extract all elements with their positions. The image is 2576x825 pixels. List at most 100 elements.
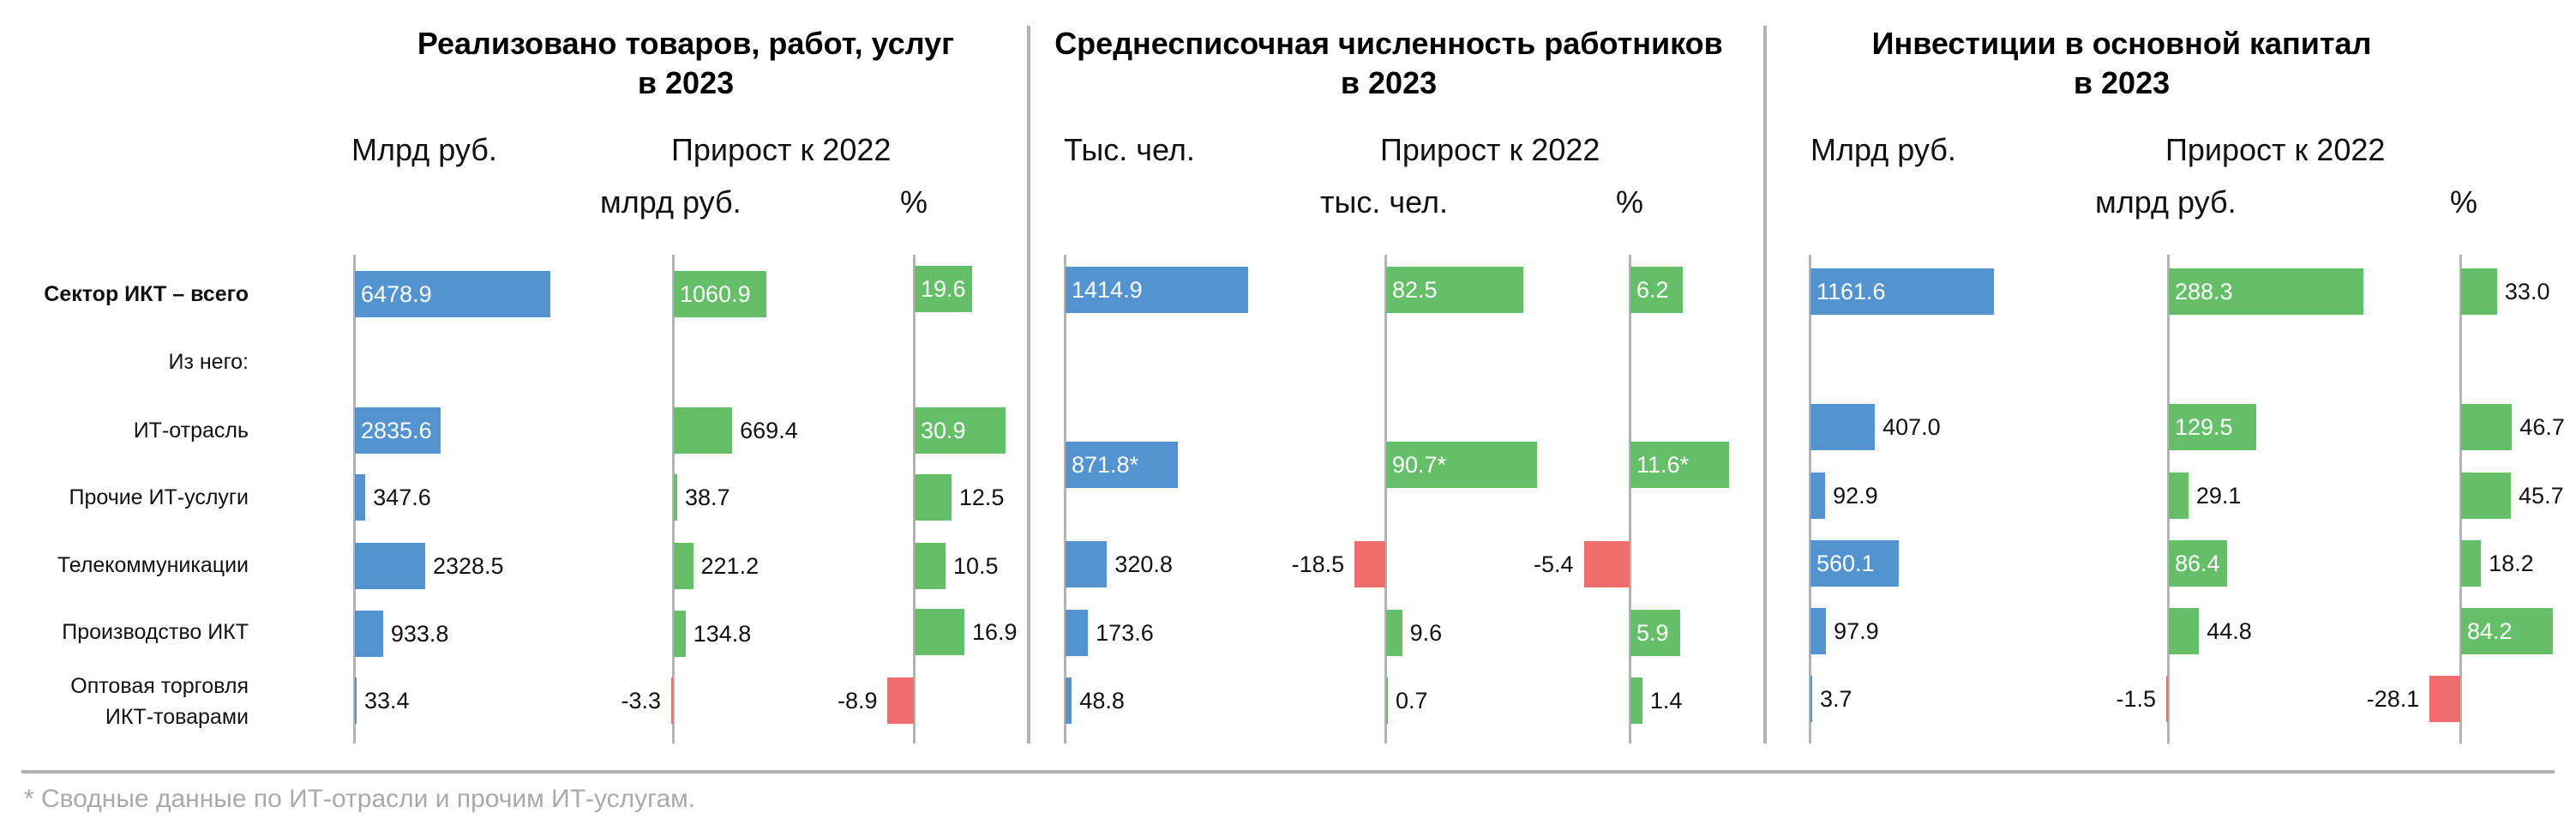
bar-growth: [915, 609, 964, 655]
bar-level: [1066, 442, 1179, 488]
panel-1-unit-level: Млрд руб.: [351, 132, 497, 167]
row-label-ict-wholesale: Оптовая торговля ИКТ-товарами: [70, 671, 249, 732]
bar-value-label: 347.6: [373, 485, 431, 510]
bar-value-label: -18.5: [1291, 551, 1345, 577]
panel-2-title: Среднесписочная численность работников в…: [1024, 24, 1753, 103]
bar-value-label: 82.5: [1392, 277, 1438, 303]
bar-growth: [2461, 540, 2482, 587]
bar-growth: [674, 407, 733, 454]
panel-3-title: Инвестиции в основной капитал в 2023: [1843, 24, 2400, 103]
bar-value-label: 29.1: [2195, 483, 2242, 509]
panel-divider-2: [1763, 26, 1767, 744]
axis-line: [2459, 255, 2462, 744]
bar-level: [355, 543, 425, 589]
bar-growth: [2169, 540, 2227, 587]
panel-2-unit-growth-pct: %: [1616, 184, 1644, 220]
bar-value-label: 129.5: [2175, 414, 2233, 440]
bar-growth: [2461, 608, 2553, 654]
bar-negative: [1583, 541, 1630, 587]
bar-value-label: 320.8: [1114, 551, 1173, 577]
bar-growth: [674, 611, 686, 657]
bar-value-label: 10.5: [953, 553, 999, 579]
axis-line: [913, 255, 916, 744]
bar-value-label: 19.6: [921, 276, 966, 302]
axis-line: [353, 255, 356, 744]
bar-value-label: 871.8*: [1072, 452, 1139, 478]
axis-line: [672, 255, 675, 744]
bar-growth: [2169, 608, 2200, 654]
bar-value-label: 30.9: [921, 418, 966, 443]
bar-growth: [915, 543, 946, 589]
bar-value-label: 6478.9: [361, 281, 432, 307]
bar-growth: [1630, 610, 1681, 656]
bar-value-label: 134.8: [693, 621, 752, 647]
bar-level: [1066, 677, 1072, 724]
panel-3-unit-growth-abs: млрд руб.: [2095, 184, 2237, 220]
bar-value-label: 16.9: [971, 619, 1018, 645]
bar-growth: [1386, 442, 1537, 488]
bar-value-label: 560.1: [1816, 551, 1875, 576]
bar-value-label: 0.7: [1396, 688, 1428, 714]
bar-value-label: 38.7: [684, 485, 730, 510]
bar-growth: [1630, 677, 1642, 724]
bar-growth: [1386, 610, 1402, 656]
bar-growth: [2461, 268, 2497, 315]
bar-growth: [674, 474, 677, 521]
bar-level: [355, 474, 366, 521]
bar-value-label: 9.6: [1409, 620, 1443, 646]
bar-value-label: 1.4: [1649, 688, 1683, 714]
bar-level: [1066, 541, 1108, 587]
panel-1-unit-growth-abs: млрд руб.: [600, 184, 742, 220]
panel-2-growth-header: Прирост к 2022: [1380, 132, 1600, 167]
axis-line: [1629, 255, 1631, 744]
panel-3-unit-growth-pct: %: [2450, 184, 2478, 220]
bar-value-label: 6.2: [1636, 277, 1669, 303]
row-label-it-industry: ИТ-отрасль: [133, 419, 249, 443]
bar-growth: [2169, 268, 2363, 315]
bar-negative: [887, 677, 914, 724]
bar-value-label: 48.8: [1079, 688, 1125, 714]
footnote: * Сводные данные по ИТ-отрасли и прочим …: [24, 785, 696, 813]
bar-level: [1066, 267, 1249, 313]
bar-growth: [915, 474, 952, 521]
bar-negative: [671, 677, 673, 724]
bar-value-label: 45.7: [2519, 483, 2564, 509]
bar-value-label: 33.0: [2504, 279, 2550, 304]
bar-growth: [915, 407, 1006, 454]
bar-level: [355, 611, 383, 657]
axis-line: [1384, 255, 1387, 744]
panel-2-title-line2: в 2023: [1340, 65, 1438, 100]
bar-growth: [1630, 442, 1729, 488]
row-label-ict-total: Сектор ИКТ – всего: [44, 282, 249, 306]
bar-value-label: 12.5: [958, 485, 1005, 510]
bar-growth: [1386, 677, 1388, 724]
axis-line: [1064, 255, 1066, 744]
bar-value-label: 5.9: [1636, 620, 1669, 646]
bar-value-label: 288.3: [2175, 279, 2233, 304]
bar-growth: [1386, 267, 1524, 313]
panel-1-growth-header: Прирост к 2022: [671, 132, 892, 167]
bar-value-label: 1060.9: [680, 281, 751, 307]
row-label-telecom: Телекоммуникации: [57, 553, 249, 577]
bar-level: [1810, 608, 1827, 654]
bar-value-label: 44.8: [2207, 618, 2252, 644]
bar-value-label: -1.5: [2116, 686, 2156, 712]
panel-2-unit-growth-abs: тыс. чел.: [1320, 184, 1448, 220]
bar-growth: [674, 271, 766, 317]
panel-divider-1: [1027, 26, 1030, 744]
bar-growth: [2461, 473, 2512, 519]
axis-line: [1809, 255, 1811, 744]
bar-growth: [1630, 267, 1684, 313]
bar-growth: [2169, 473, 2189, 519]
bar-value-label: 97.9: [1834, 618, 1879, 644]
bar-value-label: 46.7: [2519, 414, 2565, 440]
bar-level: [1810, 676, 1812, 722]
bar-value-label: 90.7*: [1392, 452, 1447, 478]
bar-value-label: 1414.9: [1072, 277, 1143, 303]
bar-growth: [2461, 404, 2513, 450]
panel-1-title: Реализовано товаров, работ, услуг в 2023: [360, 24, 1012, 103]
bar-value-label: 221.2: [700, 553, 760, 579]
bar-level: [355, 271, 551, 317]
panel-1-unit-growth-pct: %: [900, 184, 928, 220]
bar-value-label: 1161.6: [1816, 279, 1886, 304]
